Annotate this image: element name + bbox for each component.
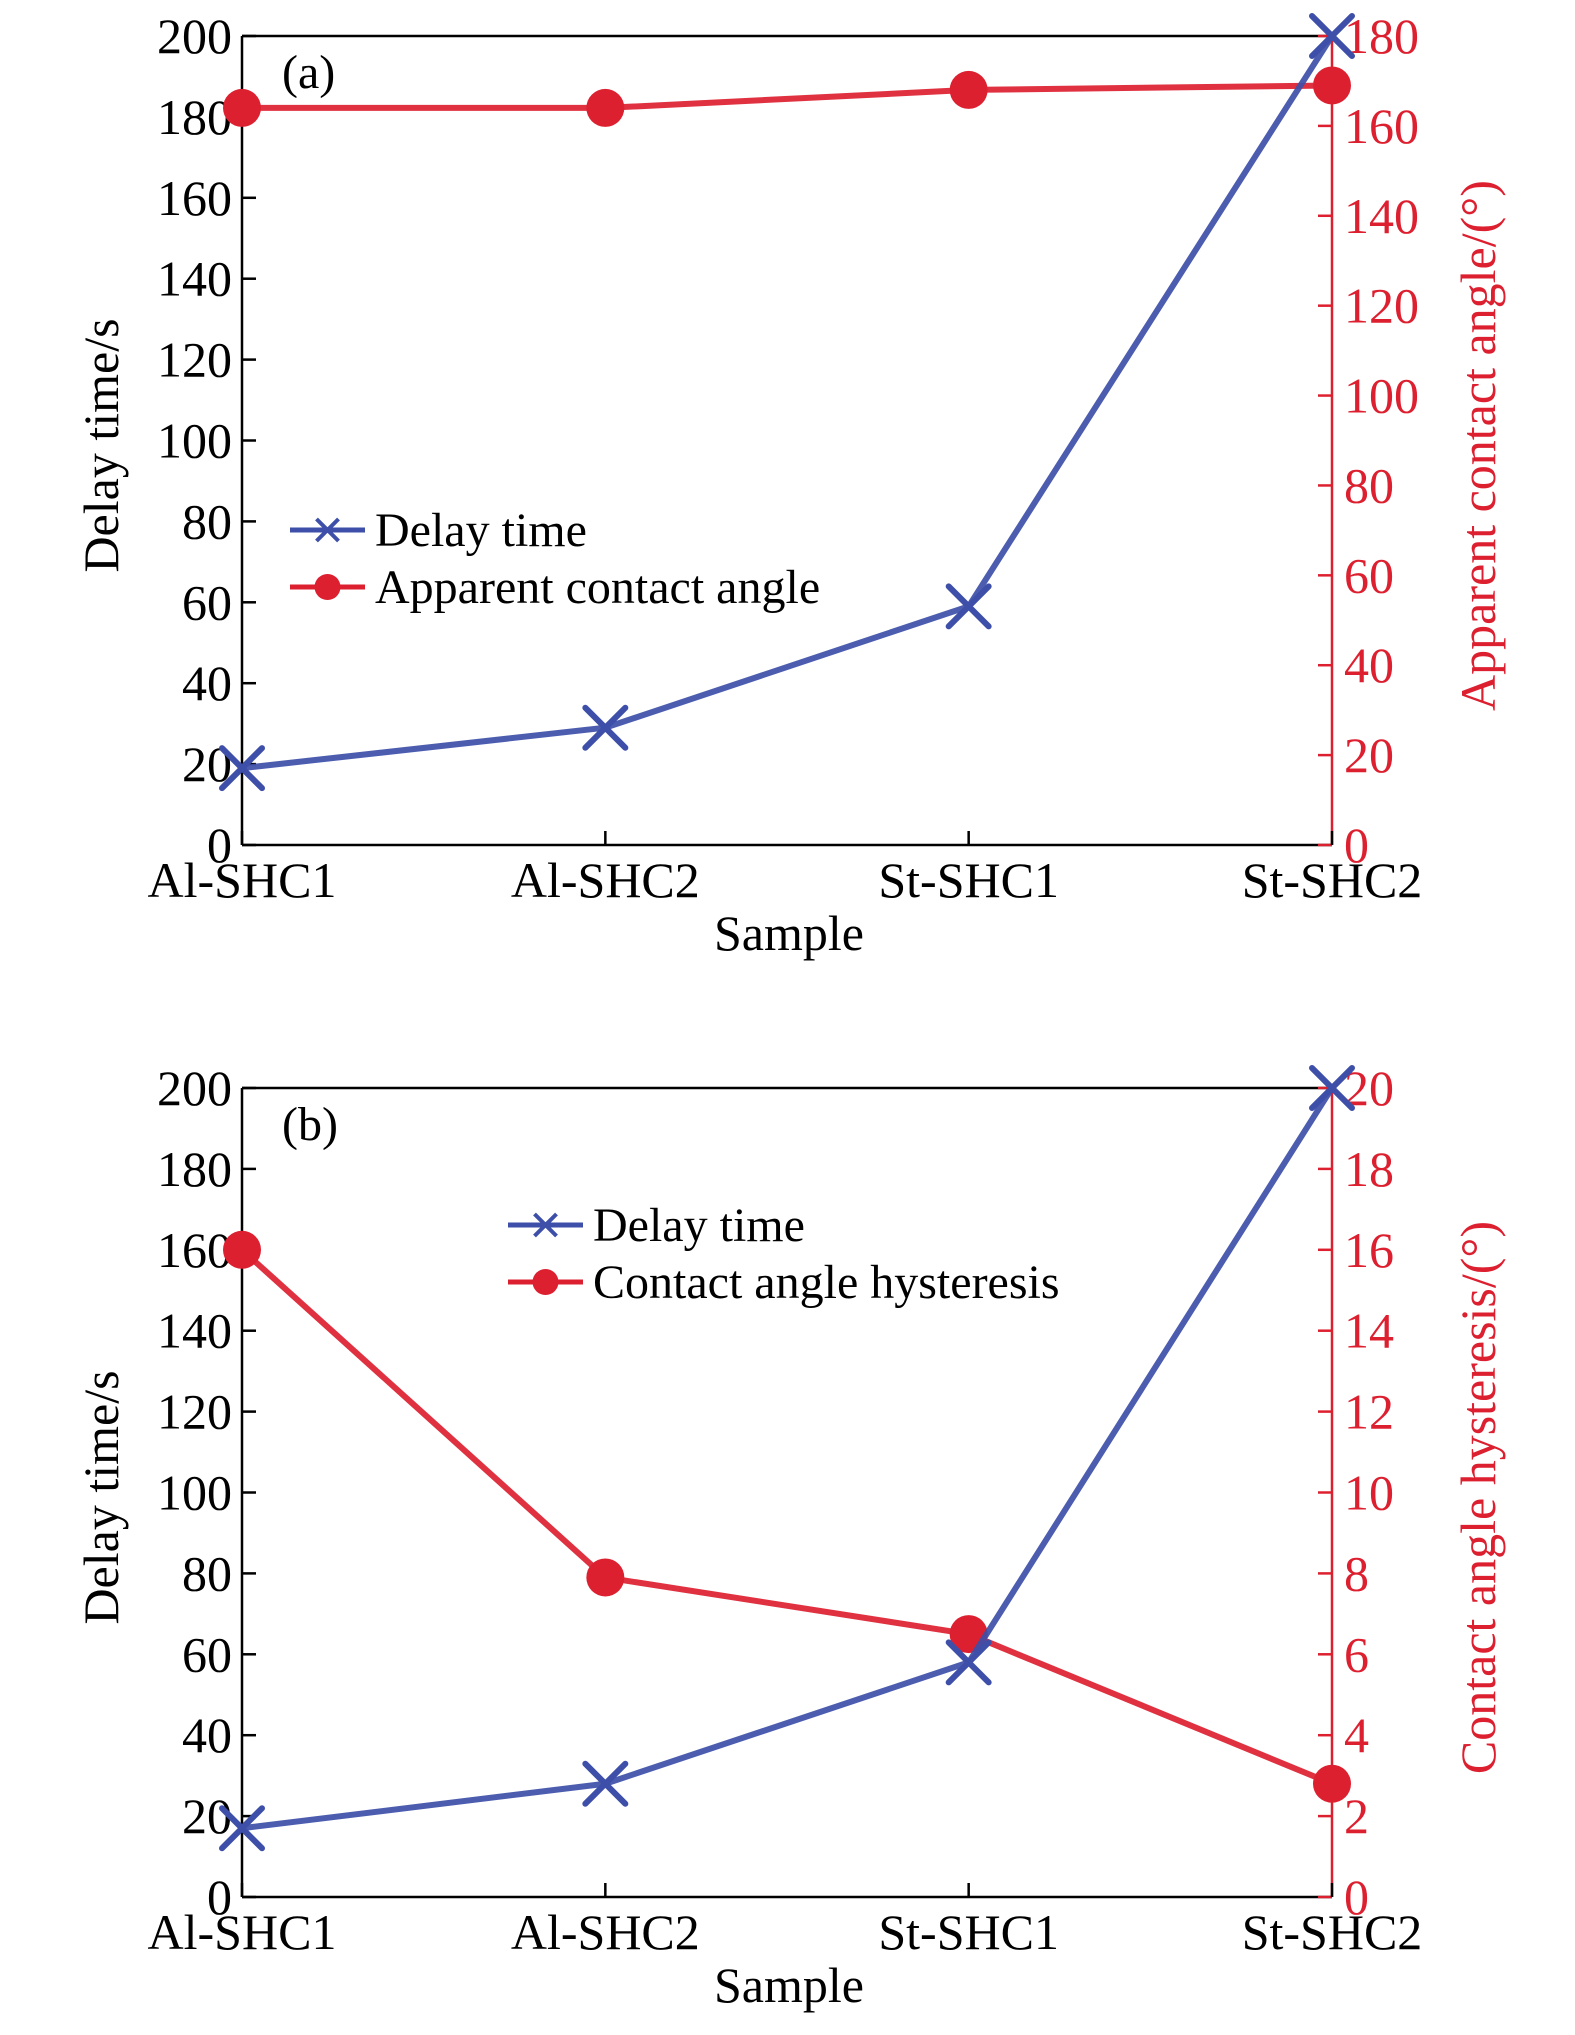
- left-tick-label: 200: [157, 1060, 232, 1116]
- left-y-axis-title: Delay time/s: [73, 1370, 129, 1624]
- legend-label: Delay time: [593, 1199, 805, 1252]
- left-tick-label: 140: [157, 251, 232, 307]
- legend-marker-cross: [533, 1212, 558, 1238]
- legend-label: Contact angle hysteresis: [593, 1256, 1060, 1309]
- x-axis-title: Sample: [714, 905, 864, 961]
- data-point-cross: [1309, 1065, 1355, 1111]
- left-tick-label: 60: [182, 1626, 232, 1682]
- left-tick-label: 180: [157, 1141, 232, 1197]
- x-axis-title: Sample: [714, 1957, 864, 2013]
- data-point-circle: [223, 1230, 261, 1269]
- left-y-axis-title: Delay time/s: [73, 318, 129, 572]
- right-tick-label: 160: [1344, 98, 1419, 154]
- right-tick-label: 100: [1344, 368, 1419, 424]
- data-point-cross: [945, 1639, 992, 1686]
- left-tick-label: 80: [182, 493, 232, 549]
- right-tick-label: 14: [1344, 1303, 1394, 1359]
- left-tick-label: 60: [182, 574, 232, 630]
- left-tick-label: 120: [157, 332, 232, 388]
- left-tick-label: 160: [157, 1222, 232, 1278]
- data-point-circle: [1313, 1764, 1351, 1803]
- series-line-delay-time: [239, 33, 1335, 772]
- left-tick-label: 100: [157, 1465, 232, 1521]
- series-line-contact-angle: [239, 1246, 1335, 1787]
- data-point-cross: [219, 745, 265, 792]
- legend-marker-cross: [315, 517, 340, 543]
- x-tick-label: Al-SHC1: [148, 1904, 337, 1960]
- x-tick-label: Al-SHC1: [148, 852, 337, 908]
- series-line-delay-time: [239, 1085, 1335, 1832]
- right-tick-label: 12: [1344, 1384, 1394, 1440]
- right-tick-label: 2: [1344, 1788, 1369, 1844]
- legend-marker-circle: [314, 574, 341, 600]
- x-tick-label: Al-SHC2: [511, 852, 700, 908]
- right-tick-label: 8: [1344, 1545, 1369, 1601]
- right-tick-label: 16: [1344, 1222, 1394, 1278]
- right-tick-label: 20: [1344, 727, 1394, 783]
- left-tick-label: 80: [182, 1545, 232, 1601]
- legend-label: Apparent contact angle: [375, 561, 820, 614]
- right-tick-label: 0: [1344, 817, 1369, 873]
- legend-marker-circle: [532, 1269, 559, 1295]
- right-tick-label: 6: [1344, 1626, 1369, 1682]
- data-point-cross: [582, 704, 629, 751]
- right-y-axis-title: Apparent contact angle/(°): [1450, 180, 1506, 711]
- left-tick-label: 20: [182, 1788, 232, 1844]
- left-tick-label: 0: [207, 817, 232, 873]
- data-point-cross: [582, 1760, 629, 1807]
- right-tick-label: 18: [1344, 1141, 1394, 1197]
- left-tick-label: 40: [182, 1707, 232, 1763]
- left-tick-label: 40: [182, 655, 232, 711]
- left-tick-label: 180: [157, 89, 232, 145]
- left-tick-label: 100: [157, 413, 232, 469]
- x-tick-label: St-SHC2: [1242, 1904, 1423, 1960]
- left-tick-label: 200: [157, 8, 232, 64]
- right-tick-label: 60: [1344, 547, 1394, 603]
- right-tick-label: 120: [1344, 278, 1419, 334]
- right-y-axis-title: Contact angle hysteresis/(°): [1450, 1221, 1506, 1774]
- x-tick-label: St-SHC1: [878, 1904, 1059, 1960]
- data-point-circle: [223, 88, 261, 127]
- panel-label: (a): [282, 46, 335, 99]
- data-point-cross: [219, 1805, 265, 1852]
- data-point-circle: [949, 70, 988, 109]
- data-point-circle: [1313, 66, 1351, 105]
- left-tick-label: 0: [207, 1869, 232, 1925]
- x-tick-label: St-SHC1: [878, 852, 1059, 908]
- x-tick-label: St-SHC2: [1242, 852, 1423, 908]
- x-tick-label: Al-SHC2: [511, 1904, 700, 1960]
- right-tick-label: 140: [1344, 188, 1419, 244]
- data-point-cross: [945, 583, 992, 630]
- left-tick-label: 120: [157, 1384, 232, 1440]
- left-tick-label: 160: [157, 170, 232, 226]
- right-tick-label: 80: [1344, 457, 1394, 513]
- right-tick-label: 4: [1344, 1707, 1369, 1763]
- data-point-circle: [586, 88, 625, 127]
- right-tick-label: 10: [1344, 1465, 1394, 1521]
- left-tick-label: 140: [157, 1303, 232, 1359]
- panel-label: (b): [282, 1098, 338, 1151]
- right-tick-label: 180: [1344, 8, 1419, 64]
- legend-label: Delay time: [375, 504, 587, 557]
- right-tick-label: 40: [1344, 637, 1394, 693]
- right-tick-label: 0: [1344, 1869, 1369, 1925]
- data-point-circle: [586, 1558, 625, 1597]
- series-line-contact-angle: [239, 82, 1335, 111]
- data-point-cross: [1309, 13, 1355, 59]
